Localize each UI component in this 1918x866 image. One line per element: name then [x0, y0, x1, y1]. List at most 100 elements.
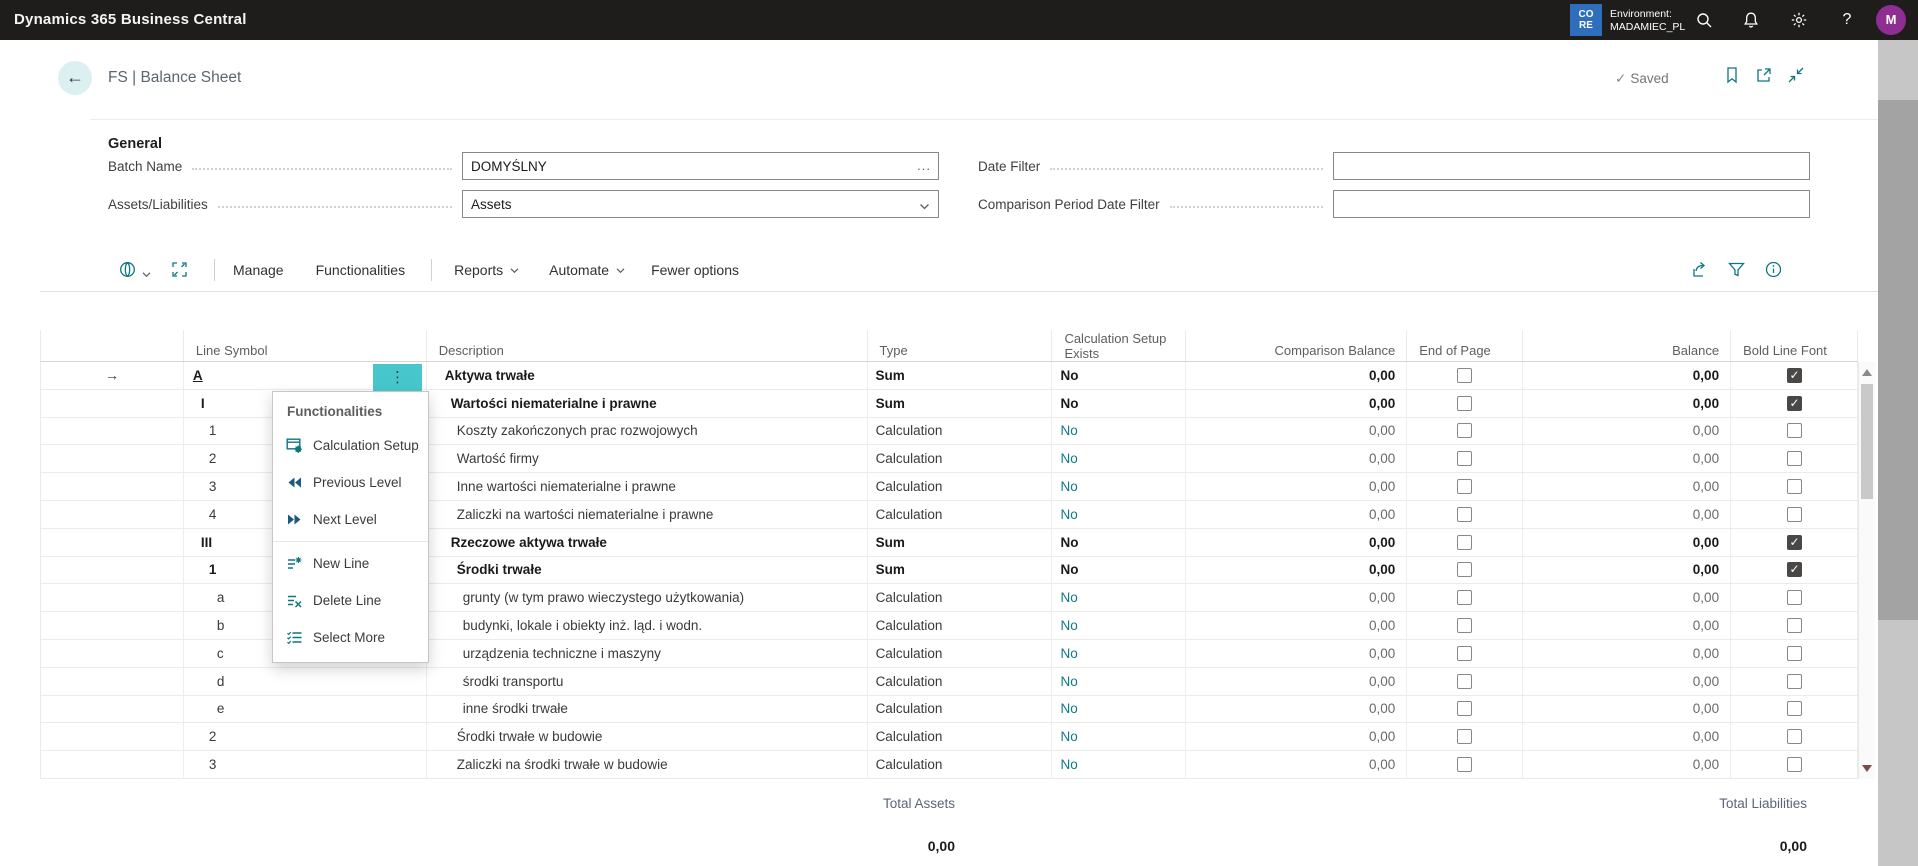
- cell-bold-line-font[interactable]: [1731, 723, 1858, 751]
- cell-bold-line-font[interactable]: [1731, 612, 1858, 639]
- info-icon[interactable]: [1764, 260, 1784, 280]
- cell-end-of-page[interactable]: [1407, 500, 1524, 528]
- cell-bold-line-font[interactable]: [1731, 445, 1858, 473]
- cell-type[interactable]: Sum: [868, 556, 1053, 584]
- column-header-balance[interactable]: Balance: [1523, 330, 1732, 361]
- cell-comparison-balance[interactable]: 0,00: [1186, 667, 1408, 695]
- app-title[interactable]: Dynamics 365 Business Central: [14, 11, 247, 28]
- bold-line-font-checkbox[interactable]: [1786, 729, 1802, 745]
- cell-balance[interactable]: 0,00: [1523, 556, 1732, 584]
- row-selector-cell[interactable]: [41, 584, 184, 612]
- cell-balance[interactable]: 0,00: [1523, 751, 1732, 778]
- settings-gear-icon[interactable]: [1789, 10, 1809, 30]
- bold-line-font-checkbox[interactable]: [1786, 479, 1802, 495]
- cell-type[interactable]: Calculation: [868, 417, 1053, 445]
- cell-type[interactable]: Calculation: [868, 751, 1053, 778]
- menu-item-previous-level[interactable]: Previous Level: [273, 464, 428, 501]
- calc-exists-value[interactable]: No: [1060, 451, 1078, 467]
- cell-balance[interactable]: 0,00: [1523, 584, 1732, 612]
- cell-type[interactable]: Calculation: [868, 445, 1053, 473]
- table-row[interactable]: 3 Zaliczki na środki trwałe w budowie Calc…: [41, 751, 1858, 779]
- end-of-page-checkbox[interactable]: [1457, 395, 1473, 411]
- menu-item-new-line[interactable]: New Line: [273, 545, 428, 582]
- cell-bold-line-font[interactable]: [1731, 667, 1858, 695]
- end-of-page-checkbox[interactable]: [1457, 562, 1473, 578]
- cell-calculation-setup-exists[interactable]: No: [1052, 695, 1187, 723]
- cell-type[interactable]: Calculation: [868, 639, 1053, 667]
- cell-description[interactable]: Środki trwałe w budowie: [427, 723, 868, 751]
- cell-balance[interactable]: 0,00: [1523, 723, 1732, 751]
- manage-menu[interactable]: Manage: [233, 262, 284, 278]
- cell-balance[interactable]: 0,00: [1523, 389, 1732, 417]
- cell-bold-line-font[interactable]: [1731, 417, 1858, 445]
- column-header-line-symbol[interactable]: Line Symbol: [184, 330, 427, 361]
- bold-line-font-checkbox[interactable]: [1786, 562, 1802, 578]
- cell-balance[interactable]: 0,00: [1523, 667, 1732, 695]
- cell-description[interactable]: Zaliczki na środki trwałe w budowie: [427, 751, 868, 778]
- cell-calculation-setup-exists[interactable]: No: [1052, 556, 1187, 584]
- cell-description[interactable]: Zaliczki na wartości niematerialne i pra…: [427, 500, 868, 528]
- menu-item-next-level[interactable]: Next Level: [273, 501, 428, 538]
- bold-line-font-checkbox[interactable]: [1786, 757, 1802, 773]
- cell-balance[interactable]: 0,00: [1523, 500, 1732, 528]
- end-of-page-checkbox[interactable]: [1457, 479, 1473, 495]
- cell-bold-line-font[interactable]: [1731, 751, 1858, 778]
- scrollbar-thumb[interactable]: [1861, 384, 1873, 499]
- cell-balance[interactable]: 0,00: [1523, 445, 1732, 473]
- bold-line-font-checkbox[interactable]: [1786, 506, 1802, 522]
- cell-type[interactable]: Calculation: [868, 584, 1053, 612]
- menu-item-delete-line[interactable]: Delete Line: [273, 582, 428, 619]
- end-of-page-checkbox[interactable]: [1457, 506, 1473, 522]
- cell-end-of-page[interactable]: [1407, 612, 1524, 639]
- calc-exists-value[interactable]: No: [1060, 618, 1078, 634]
- cell-balance[interactable]: 0,00: [1523, 695, 1732, 723]
- cell-calculation-setup-exists[interactable]: No: [1052, 751, 1187, 778]
- cell-type[interactable]: Calculation: [868, 612, 1053, 639]
- cell-line-symbol[interactable]: 3: [184, 751, 427, 778]
- end-of-page-checkbox[interactable]: [1457, 701, 1473, 717]
- cell-bold-line-font[interactable]: [1731, 695, 1858, 723]
- cell-balance[interactable]: 0,00: [1523, 362, 1732, 389]
- batch-name-field[interactable]: ...: [462, 152, 939, 180]
- bold-line-font-checkbox[interactable]: [1786, 618, 1802, 634]
- calc-exists-value[interactable]: No: [1060, 645, 1078, 661]
- filter-icon[interactable]: [1727, 260, 1747, 280]
- cell-calculation-setup-exists[interactable]: No: [1052, 362, 1187, 389]
- row-selector-cell[interactable]: [41, 528, 184, 556]
- cell-balance[interactable]: 0,00: [1523, 612, 1732, 639]
- cell-calculation-setup-exists[interactable]: No: [1052, 473, 1187, 500]
- cell-type[interactable]: Calculation: [868, 500, 1053, 528]
- cell-calculation-setup-exists[interactable]: No: [1052, 417, 1187, 445]
- cell-description[interactable]: Rzeczowe aktywa trwałe: [427, 528, 868, 556]
- open-in-new-window-icon[interactable]: [1755, 66, 1775, 86]
- notifications-bell-icon[interactable]: [1741, 10, 1761, 30]
- cell-end-of-page[interactable]: [1407, 639, 1524, 667]
- window-scrollbar-band[interactable]: [1878, 40, 1918, 866]
- cell-description[interactable]: Aktywa trwałe: [427, 362, 868, 389]
- cell-balance[interactable]: 0,00: [1523, 528, 1732, 556]
- assist-edit-icon[interactable]: ...: [917, 158, 931, 173]
- cell-bold-line-font[interactable]: [1731, 528, 1858, 556]
- cell-calculation-setup-exists[interactable]: No: [1052, 584, 1187, 612]
- cell-balance[interactable]: 0,00: [1523, 639, 1732, 667]
- end-of-page-checkbox[interactable]: [1457, 618, 1473, 634]
- calc-exists-value[interactable]: No: [1060, 673, 1078, 689]
- table-scrollbar[interactable]: [1858, 362, 1875, 779]
- cell-comparison-balance[interactable]: 0,00: [1186, 612, 1408, 639]
- cell-comparison-balance[interactable]: 0,00: [1186, 417, 1408, 445]
- calc-exists-value[interactable]: No: [1060, 729, 1078, 745]
- date-filter-input[interactable]: [1342, 158, 1783, 174]
- focus-mode-icon[interactable]: [170, 260, 190, 280]
- end-of-page-checkbox[interactable]: [1457, 729, 1473, 745]
- cell-description[interactable]: Inne wartości niematerialne i prawne: [427, 473, 868, 500]
- cell-end-of-page[interactable]: [1407, 751, 1524, 778]
- cell-end-of-page[interactable]: [1407, 556, 1524, 584]
- cell-line-symbol[interactable]: A: [184, 362, 427, 389]
- cell-description[interactable]: Koszty zakończonych prac rozwojowych: [427, 417, 868, 445]
- row-selector-cell[interactable]: [41, 667, 184, 695]
- bold-line-font-checkbox[interactable]: [1786, 534, 1802, 550]
- cell-description[interactable]: grunty (w tym prawo wieczystego użytkowa…: [427, 584, 868, 612]
- cell-comparison-balance[interactable]: 0,00: [1186, 389, 1408, 417]
- cell-calculation-setup-exists[interactable]: No: [1052, 500, 1187, 528]
- cell-bold-line-font[interactable]: [1731, 639, 1858, 667]
